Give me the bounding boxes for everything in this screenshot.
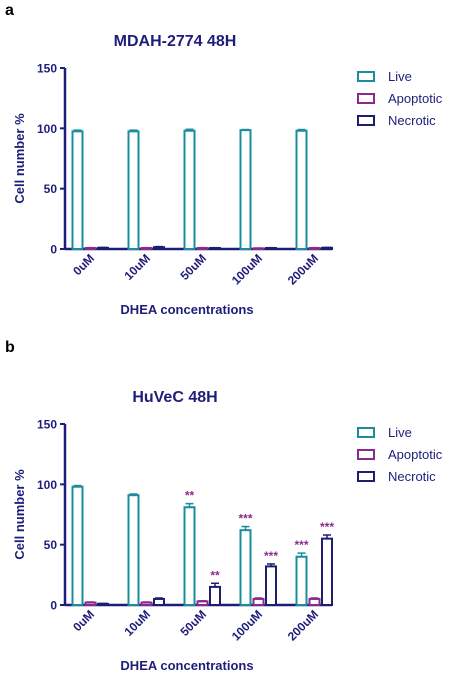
x-tick-label: 0uM [70, 251, 97, 278]
bar-live [239, 529, 252, 606]
y-tick-label: 150 [37, 62, 57, 76]
x-tick-label: 50uM [178, 251, 210, 283]
y-tick-label: 0 [50, 599, 57, 613]
x-tick-label: 200uM [285, 607, 321, 643]
legend-label: Apoptotic [388, 447, 443, 462]
bar-live [127, 494, 140, 606]
x-tick-label: 10uM [122, 607, 154, 639]
bar-necrotic [265, 565, 277, 606]
y-tick-label: 100 [37, 122, 57, 136]
bar-necrotic [153, 246, 165, 251]
bar-apoptotic [140, 601, 153, 607]
legend-label: Live [388, 69, 412, 84]
legend: Live Apoptotic Necrotic [357, 69, 443, 128]
legend-swatch-live [357, 71, 375, 82]
legend-label: Necrotic [388, 113, 436, 128]
bar-live [183, 506, 196, 607]
legend-swatch-apoptotic [357, 449, 375, 460]
y-tick-label: 0 [50, 243, 57, 257]
x-tick-label: 50uM [178, 607, 210, 639]
legend-label: Apoptotic [388, 91, 443, 106]
bar-live [127, 130, 140, 251]
chart-title: HuVeC 48H [132, 389, 217, 406]
x-tick-label: 100uM [229, 251, 265, 287]
legend: Live Apoptotic Necrotic [357, 425, 443, 484]
bar-live [183, 129, 196, 251]
bar-live [71, 130, 84, 251]
y-axis-label: Cell number % [12, 469, 27, 560]
significance-stars: *** [320, 520, 334, 534]
legend-swatch-apoptotic [357, 93, 375, 104]
y-tick-label: 150 [37, 418, 57, 432]
x-tick-label: 10uM [122, 251, 154, 283]
bar-necrotic [209, 585, 221, 607]
y-axis-label: Cell number % [12, 113, 27, 204]
bar-live [295, 129, 308, 251]
bar-live [295, 555, 308, 607]
legend-label: Live [388, 425, 412, 440]
y-tick-label: 50 [44, 182, 58, 196]
bar-live [239, 129, 252, 250]
y-tick-label: 50 [44, 538, 58, 552]
legend-swatch-necrotic [357, 115, 375, 126]
y-tick-label: 100 [37, 478, 57, 492]
x-axis-label: DHEA concentrations [120, 658, 253, 673]
legend-swatch-live [357, 427, 375, 438]
panel-letter: a [5, 2, 14, 19]
bar-apoptotic [308, 597, 321, 607]
legend-label: Necrotic [388, 469, 436, 484]
chart-panel-b: b HuVeC 48H 0 50 100 150 Cell number % 0uM 10uM 5… [5, 339, 443, 673]
significance-stars: ** [185, 489, 195, 503]
chart-title: MDAH-2774 48H [114, 33, 237, 50]
significance-stars: *** [264, 549, 278, 563]
bar-apoptotic [196, 600, 209, 607]
x-axis-label: DHEA concentrations [120, 302, 253, 317]
significance-stars: *** [238, 512, 252, 526]
significance-stars: ** [210, 568, 220, 582]
significance-stars: *** [294, 538, 308, 552]
x-tick-label: 100uM [229, 607, 265, 643]
panel-letter: b [5, 339, 15, 356]
bar-apoptotic [252, 597, 265, 607]
x-tick-label: 0uM [70, 607, 97, 634]
bar-necrotic [321, 537, 333, 607]
chart-panel-a: a MDAH-2774 48H 0 50 100 150 Cell number % 0uM 1… [5, 2, 443, 317]
bar-live [71, 485, 84, 607]
bar-necrotic [153, 597, 165, 607]
legend-swatch-necrotic [357, 471, 375, 482]
bar-apoptotic [84, 601, 97, 607]
x-tick-label: 200uM [285, 251, 321, 287]
